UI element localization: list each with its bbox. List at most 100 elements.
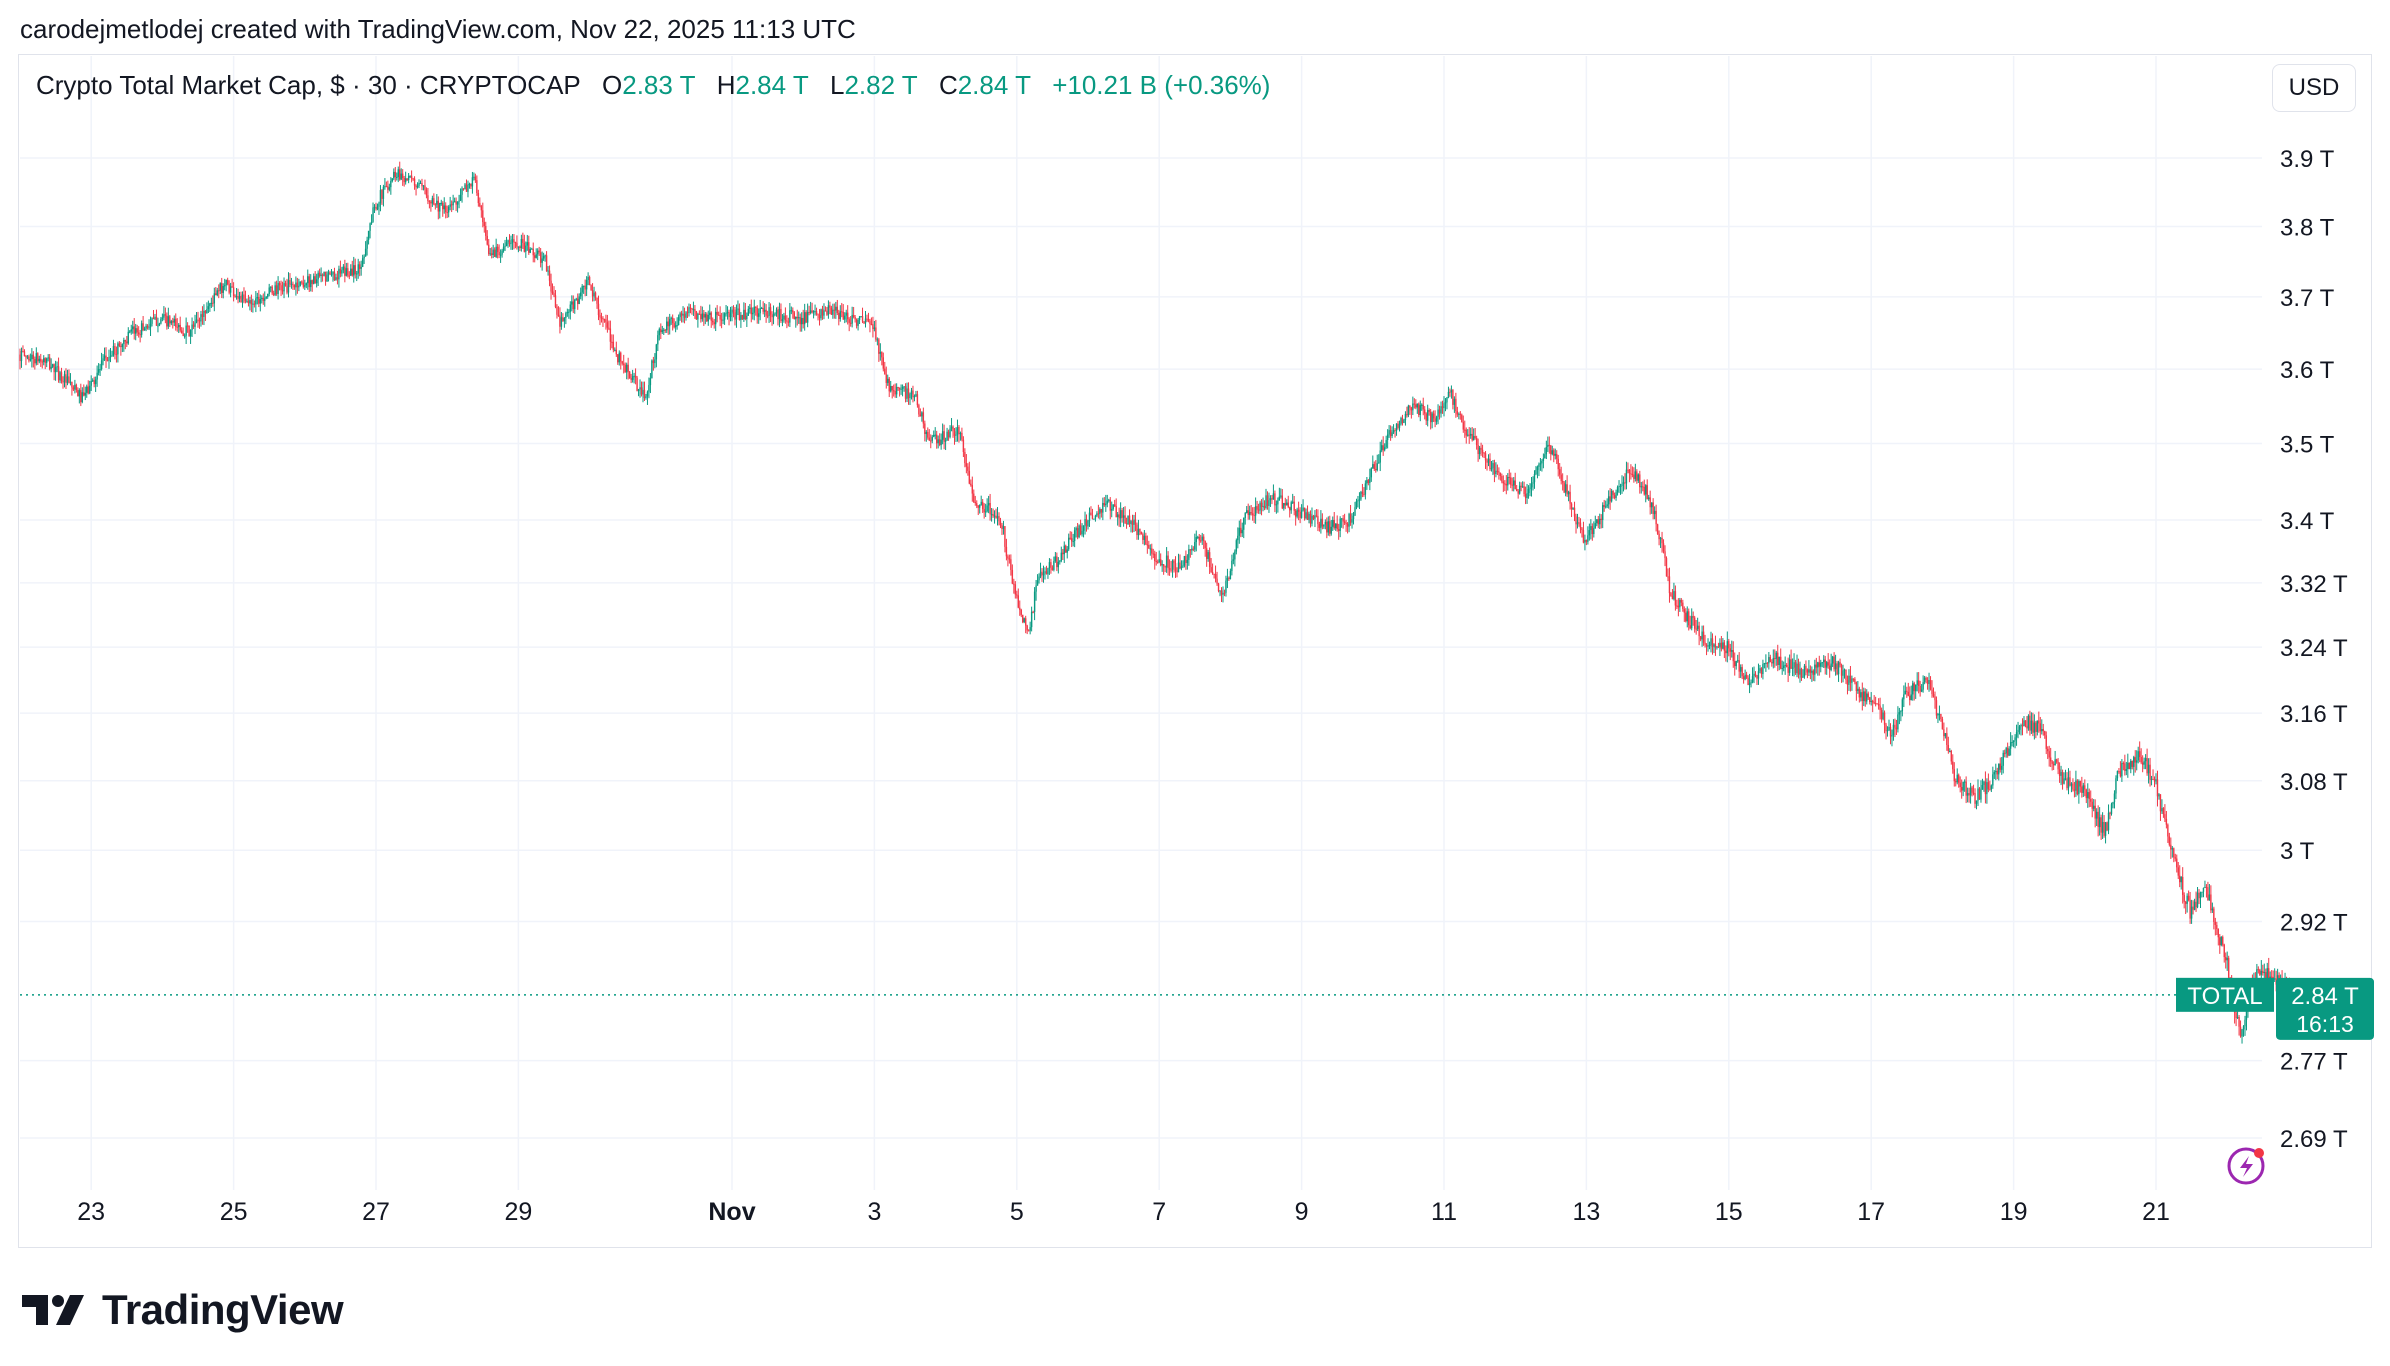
candle: [1492, 459, 1494, 476]
candle: [996, 507, 999, 526]
candle: [823, 303, 825, 320]
y-tick-label: 3.4 T: [2280, 508, 2335, 535]
candle: [72, 385, 75, 392]
candle: [1708, 641, 1711, 650]
candle: [1475, 435, 1478, 450]
candle: [1441, 400, 1444, 414]
candle: [2147, 758, 2150, 784]
tradingview-brand[interactable]: TradingView: [22, 1286, 344, 1334]
candle: [1563, 480, 1565, 494]
candle: [1604, 500, 1607, 509]
candle: [229, 282, 232, 298]
candle: [1162, 564, 1165, 575]
legend-open-label: O: [602, 70, 623, 100]
candle: [1139, 528, 1141, 536]
candle: [1247, 503, 1249, 520]
candle: [875, 319, 877, 342]
replay-icon[interactable]: [2227, 1147, 2265, 1185]
candle: [572, 295, 574, 314]
candle: [1474, 427, 1476, 440]
candle: [152, 310, 155, 320]
candle: [980, 495, 982, 506]
candle: [885, 366, 887, 389]
candle: [287, 272, 290, 298]
candle: [993, 510, 996, 524]
candle: [400, 168, 402, 181]
candle: [910, 387, 913, 400]
candle: [2241, 1028, 2243, 1044]
candle: [387, 180, 389, 194]
candle: [2202, 887, 2205, 898]
candle: [385, 181, 388, 188]
candle: [717, 311, 720, 316]
candle: [510, 235, 512, 250]
candle: [2155, 773, 2157, 785]
candle: [1655, 504, 1657, 532]
x-tick-label: 3: [867, 1198, 881, 1226]
candle: [486, 230, 488, 246]
candle: [1771, 659, 1773, 667]
candle: [640, 381, 643, 397]
candle: [1084, 511, 1086, 535]
candle: [1745, 671, 1748, 680]
candle: [1992, 766, 1994, 789]
candle: [143, 326, 146, 331]
candle: [179, 316, 181, 333]
candle: [750, 299, 752, 323]
candle: [1216, 571, 1218, 586]
candle: [513, 234, 515, 250]
candle: [1894, 718, 1896, 738]
candle: [2121, 759, 2123, 782]
candle: [1796, 654, 1798, 678]
candle: [327, 269, 330, 282]
candle: [1566, 475, 1568, 497]
candle: [1947, 736, 1950, 754]
candle: [1118, 507, 1120, 527]
candle: [87, 380, 89, 395]
candle: [950, 418, 953, 432]
candle: [235, 288, 238, 300]
candle: [1243, 517, 1245, 539]
candle: [1699, 635, 1702, 642]
candle: [1263, 500, 1266, 511]
candle: [876, 337, 879, 346]
candle: [1244, 512, 1246, 525]
candle: [1142, 532, 1144, 545]
candle: [1656, 523, 1659, 535]
candle: [1808, 660, 1810, 677]
y-tick-label: 3.08 T: [2280, 769, 2348, 796]
x-tick-label: 5: [1010, 1198, 1024, 1226]
candle: [397, 166, 399, 183]
candle: [1756, 674, 1758, 686]
candle: [1465, 427, 1467, 444]
candle: [2174, 853, 2176, 862]
candle: [1732, 641, 1734, 668]
candle: [1848, 669, 1850, 691]
candle: [1048, 558, 1051, 575]
currency-button[interactable]: USD: [2272, 64, 2356, 112]
candle: [1504, 480, 1506, 492]
candle: [307, 269, 309, 290]
candle: [126, 336, 128, 348]
candle: [1078, 524, 1080, 539]
candle: [2115, 775, 2117, 800]
x-tick-label: 25: [220, 1198, 248, 1226]
candle: [1355, 498, 1358, 510]
candle: [75, 383, 78, 393]
candle: [1818, 655, 1820, 676]
candle: [582, 285, 585, 294]
candle: [1315, 509, 1318, 518]
candle: [268, 283, 270, 297]
candle: [203, 304, 205, 326]
candle: [90, 375, 92, 391]
candle: [1383, 443, 1386, 452]
candle: [1131, 514, 1134, 533]
candle: [195, 312, 198, 324]
candle: [1112, 504, 1114, 511]
candle: [1314, 510, 1316, 528]
candle: [594, 291, 597, 301]
candle: [1265, 488, 1267, 510]
candle: [1198, 534, 1200, 546]
candle: [2207, 881, 2209, 901]
